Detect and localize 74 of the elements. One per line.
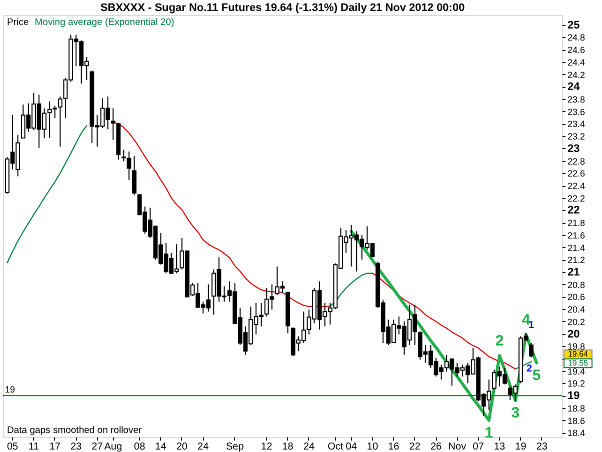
y-tick-label: 25: [568, 19, 580, 32]
y-tick-label: 20.4: [568, 304, 586, 315]
y-tick-label: 20: [568, 328, 580, 340]
y-tick-label: 24.8: [568, 32, 586, 43]
y-tick-label: 20.6: [568, 292, 586, 302]
y-tick-label: 20.2: [568, 316, 586, 327]
annotation: 2: [526, 363, 533, 374]
y-tick-label: 23.2: [568, 132, 586, 142]
y-tick-label: 24.2: [568, 70, 586, 80]
ref-line-label: 19: [5, 384, 16, 395]
candlestick: [529, 342, 534, 358]
text: 19.55: [568, 358, 589, 368]
y-tick-label: 24: [568, 81, 581, 94]
y-tick-label: 24.4: [568, 57, 586, 68]
y-tick-label: 19: [568, 390, 580, 402]
x-tick-label: 13: [494, 442, 506, 452]
y-tick-label: 20.8: [568, 280, 586, 290]
x-tick-label: 17: [49, 442, 61, 452]
x-tick-label: Oct: [328, 442, 344, 452]
y-tick-label: 19.8: [568, 342, 586, 352]
x-tick-label: Aug: [104, 442, 122, 452]
x-tick-label: 10: [366, 442, 378, 452]
y-tick-label: 19.2: [568, 378, 586, 389]
y-tick-label: 23.6: [568, 106, 586, 117]
x-tick-label: 27: [92, 442, 104, 452]
y-tick-label: 21.6: [568, 230, 586, 240]
annotation: 5: [532, 366, 541, 384]
legend-title: Price: [7, 17, 29, 28]
x-tick-label: 23: [70, 442, 82, 452]
y-tick-label: 24.6: [568, 45, 586, 56]
x-tick-label: 19: [515, 442, 527, 452]
y-tick-label: 22.6: [568, 168, 586, 179]
x-tick-label: 26: [430, 442, 442, 452]
x-tick-label: Sep: [226, 442, 244, 452]
annotation: 1: [484, 424, 494, 442]
x-tick-label: 08: [134, 442, 146, 452]
y-tick-label: 21.4: [568, 242, 586, 253]
x-tick-label: 20: [176, 442, 188, 452]
x-tick-label: 12: [261, 442, 273, 452]
annotation: 2: [495, 332, 504, 350]
annotation: 1: [528, 320, 535, 332]
x-tick-label: 11: [28, 442, 40, 452]
annotation: 3: [511, 404, 520, 422]
y-tick-label: 18.4: [568, 428, 586, 438]
y-tick-label: 22.2: [568, 193, 586, 204]
x-tick-label: 24: [303, 442, 315, 452]
y-tick-label: 22.4: [568, 181, 586, 192]
x-tick-label: 18: [282, 442, 294, 452]
y-tick-label: 21: [568, 266, 580, 279]
x-tick-label: 24: [198, 442, 210, 452]
x-tick-label: 14: [155, 442, 167, 452]
annotation: Data gaps smoothed on rollover: [7, 425, 142, 436]
y-tick-label: 18.8: [568, 403, 586, 414]
text: 19.64: [568, 349, 588, 358]
y-tick-label: 21.8: [568, 218, 586, 228]
y-tick-label: 22: [568, 204, 580, 217]
y-tick-label: 18.6: [568, 416, 586, 426]
chart-title: SBXXXX - Sugar No.11 Futures 19.64 (-1.31%) Daily 21 Nov 2012 00:00: [100, 2, 465, 14]
y-tick-label: 23.8: [568, 94, 586, 105]
x-tick-label: 22: [409, 442, 421, 452]
text: Moving average (Exponential 20): [34, 17, 174, 28]
y-tick-label: 23: [568, 142, 580, 155]
x-tick-label: 23: [536, 442, 548, 452]
x-tick-label: 07: [472, 442, 484, 452]
candlestick: [132, 155, 136, 196]
candlestick: [121, 149, 126, 162]
x-tick-label: 04: [346, 442, 358, 452]
x-tick-label: 05: [6, 442, 19, 452]
y-tick-label: 23.4: [568, 119, 586, 130]
x-tick-label: Nov: [448, 442, 466, 452]
x-tick-label: 16: [388, 442, 400, 452]
y-tick-label: 19.4: [568, 366, 586, 376]
y-tick-label: 21.2: [568, 255, 586, 266]
y-tick-label: 22.8: [568, 156, 586, 166]
